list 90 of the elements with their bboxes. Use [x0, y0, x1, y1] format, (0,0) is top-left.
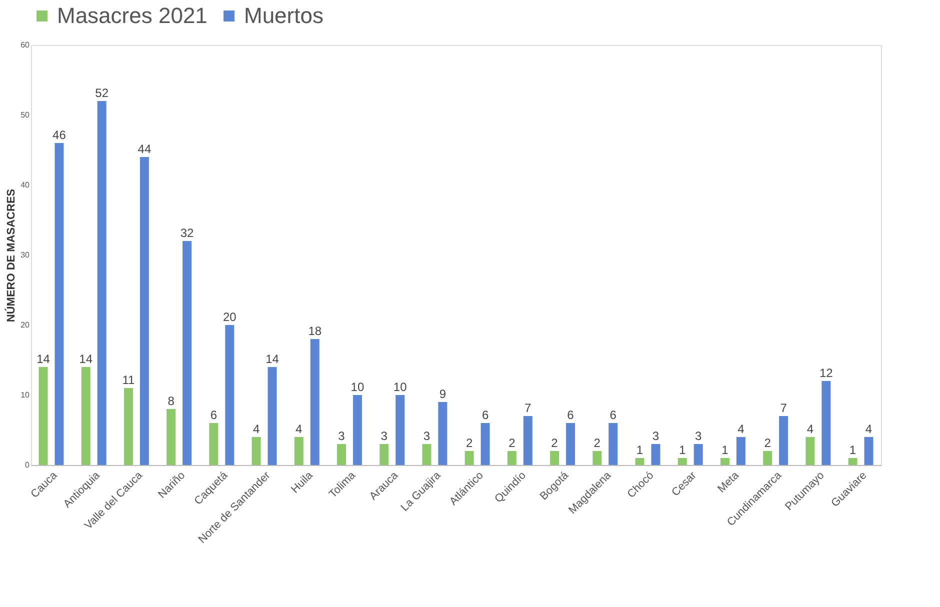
- bar: [422, 444, 432, 465]
- bar: [480, 423, 490, 465]
- y-tick-label: 20: [20, 320, 30, 330]
- data-label: 6: [482, 408, 489, 422]
- y-tick-label: 10: [20, 390, 30, 400]
- data-label: 14: [79, 352, 93, 366]
- data-label: 14: [266, 352, 280, 366]
- bar: [140, 157, 149, 465]
- bar: [678, 458, 687, 465]
- data-label: 32: [180, 226, 194, 240]
- bar: [806, 437, 815, 465]
- y-tick-label: 40: [20, 180, 30, 190]
- data-label: 6: [210, 408, 218, 422]
- bar: [592, 451, 602, 465]
- y-tick-label: 50: [20, 110, 30, 120]
- data-label: 3: [338, 429, 346, 443]
- data-label: 3: [652, 429, 660, 443]
- data-label: 46: [52, 128, 66, 142]
- legend-label: Masacres 2021: [57, 3, 208, 28]
- bar: [694, 444, 703, 465]
- bar: [310, 339, 320, 465]
- bar: [166, 409, 176, 465]
- data-label: 18: [308, 324, 322, 338]
- bar: [550, 451, 560, 465]
- data-label: 9: [439, 387, 446, 401]
- data-label: 4: [806, 422, 814, 436]
- data-label: 7: [524, 401, 532, 415]
- bar: [464, 451, 474, 465]
- data-label: 8: [168, 394, 175, 408]
- data-label: 6: [567, 408, 574, 422]
- data-label: 2: [466, 436, 473, 450]
- data-label: 10: [350, 380, 364, 394]
- data-label: 12: [819, 366, 834, 380]
- data-label: 4: [738, 422, 745, 436]
- data-label: 14: [36, 352, 50, 366]
- bar: [352, 395, 362, 465]
- bar: [38, 367, 48, 465]
- data-label: 2: [551, 436, 558, 450]
- bar: [763, 451, 772, 465]
- bar: [523, 416, 532, 465]
- bar: [635, 458, 644, 465]
- data-label: 3: [694, 429, 702, 443]
- data-label: 44: [138, 142, 152, 156]
- data-label: 4: [252, 422, 260, 436]
- data-label: 1: [679, 443, 686, 457]
- legend-label: Muertos: [244, 3, 324, 28]
- bar: [720, 458, 730, 465]
- bar: [336, 444, 346, 465]
- bar: [182, 241, 192, 465]
- bar: [54, 143, 64, 465]
- data-label: 2: [764, 436, 772, 450]
- bar: [822, 381, 831, 465]
- bar: [608, 423, 618, 465]
- data-label: 6: [610, 408, 617, 422]
- bar: [380, 444, 389, 465]
- data-label: 1: [849, 443, 856, 457]
- data-label: 11: [122, 373, 136, 387]
- bar: [779, 416, 788, 465]
- bar: [81, 367, 90, 465]
- bar: [396, 395, 405, 465]
- bar: [252, 437, 261, 465]
- data-label: 1: [636, 443, 644, 457]
- bar: [507, 451, 516, 465]
- bar: [566, 423, 576, 465]
- data-label: 20: [222, 310, 237, 324]
- y-axis-title: NÚMERO DE MASACRES: [4, 188, 18, 322]
- bar: [294, 437, 304, 465]
- data-label: 3: [423, 429, 430, 443]
- bar: [438, 402, 448, 465]
- bar: [736, 437, 746, 465]
- data-label: 7: [780, 401, 788, 415]
- y-tick-label: 0: [25, 460, 30, 470]
- data-label: 10: [393, 380, 408, 394]
- bar: [268, 367, 277, 465]
- data-label: 4: [296, 422, 303, 436]
- bar: [124, 388, 133, 465]
- bar: [225, 325, 234, 465]
- data-label: 4: [865, 422, 872, 436]
- data-label: 52: [95, 86, 109, 100]
- bar: [651, 444, 660, 465]
- bar: [848, 458, 858, 465]
- y-tick-label: 30: [20, 250, 30, 260]
- data-label: 2: [508, 436, 516, 450]
- data-label: 3: [380, 429, 388, 443]
- data-label: 2: [594, 436, 601, 450]
- bar: [209, 423, 218, 465]
- data-label: 1: [722, 443, 729, 457]
- y-tick-label: 60: [20, 40, 30, 50]
- bar: [864, 437, 874, 465]
- bar: [97, 101, 106, 465]
